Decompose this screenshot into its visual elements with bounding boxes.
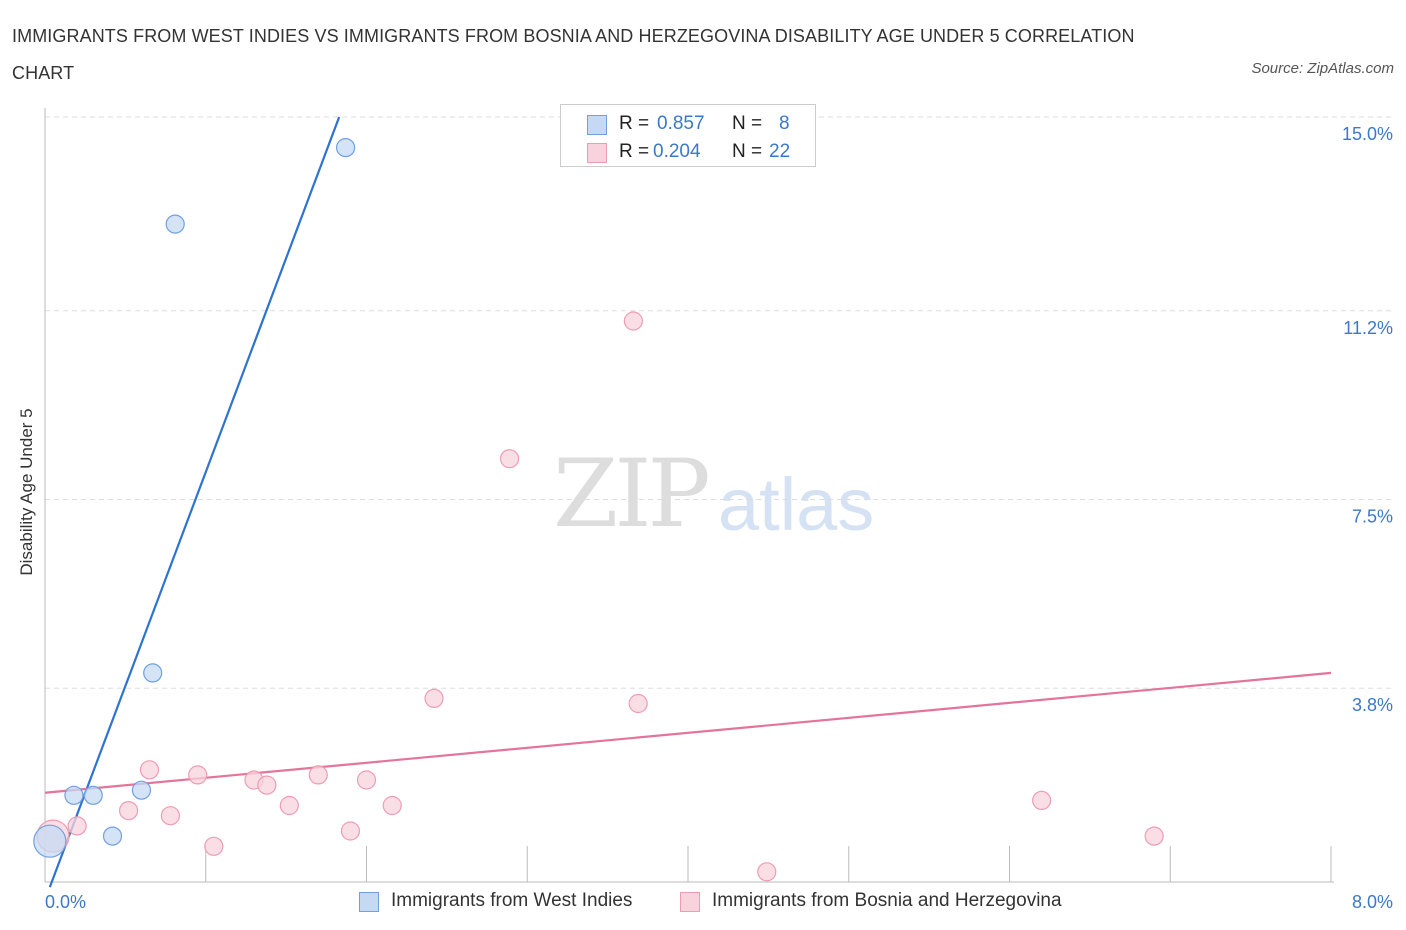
y-tick-label: 11.2% [1343, 318, 1393, 338]
point-bosnia [67, 816, 87, 836]
y-tick-label: 15.0% [1342, 124, 1393, 144]
source-label: Source: ZipAtlas.com [1251, 60, 1394, 77]
point-west-indies [336, 138, 356, 158]
chart-title: IMMIGRANTS FROM WEST INDIES VS IMMIGRANT… [12, 26, 1135, 83]
x-tick-label-min: 0.0% [45, 892, 86, 912]
data-points [33, 138, 1164, 882]
point-bosnia [308, 765, 328, 785]
point-bosnia [1032, 790, 1052, 811]
point-west-indies [83, 785, 103, 805]
point-bosnia [382, 795, 402, 816]
point-bosnia [1144, 826, 1164, 846]
point-bosnia [424, 688, 444, 709]
legend-n-value: 8 [779, 113, 790, 134]
point-bosnia [279, 795, 299, 816]
axes [44, 108, 1334, 883]
legend-n-label: N = [732, 113, 763, 134]
trend-lines [44, 116, 1332, 888]
point-west-indies [165, 214, 185, 234]
correlation-legend: R = 0.857 N = 8 R = 0.204 N = 22 [560, 104, 816, 167]
point-bosnia [499, 449, 520, 469]
point-west-indies [131, 780, 152, 800]
point-bosnia [340, 821, 361, 841]
point-bosnia [623, 311, 643, 331]
point-bosnia [160, 806, 180, 826]
legend-r-value: 0.857 [657, 113, 705, 134]
point-west-indies [33, 824, 67, 858]
legend-swatch-bosnia [587, 143, 607, 163]
legend-r-value: 0.204 [653, 141, 701, 162]
legend-r-label: R = [619, 113, 650, 134]
point-bosnia [204, 836, 224, 856]
y-tick-label: 3.8% [1352, 695, 1393, 715]
legend-n-label: N = [732, 141, 763, 162]
trend-line-west-indies [48, 116, 341, 888]
grid-lines [45, 116, 1392, 689]
point-bosnia [118, 800, 139, 821]
y-tick-label: 7.5% [1352, 507, 1393, 527]
y-axis-title: Disability Age Under 5 [17, 408, 36, 576]
point-west-indies [64, 785, 84, 805]
point-bosnia [188, 765, 208, 785]
point-bosnia [628, 693, 648, 714]
watermark-zip: ZIP [553, 440, 711, 549]
point-bosnia [257, 775, 277, 795]
bottom-legend-swatch-bosnia [680, 892, 700, 912]
point-bosnia [139, 760, 160, 780]
bottom-legend-swatch-west-indies [359, 892, 379, 912]
legend-n-value: 22 [769, 141, 791, 162]
bottom-legend-label-bosnia: Immigrants from Bosnia and Herzegovina [712, 890, 1062, 911]
x-ticks [205, 846, 1332, 882]
point-bosnia [757, 862, 777, 882]
legend-r-label: R = [619, 141, 650, 162]
y-tick-labels: 3.8% 7.5% 11.2% 15.0% [1342, 124, 1393, 715]
legend-swatch-west-indies [587, 115, 607, 135]
trend-line-bosnia [44, 671, 1332, 794]
x-tick-label-max: 8.0% [1352, 892, 1393, 912]
bottom-legend-label-west-indies: Immigrants from West Indies [391, 890, 633, 911]
watermark-atlas: atlas [718, 463, 875, 546]
point-west-indies [143, 663, 163, 683]
x-tick-labels: 0.0% 8.0% [45, 892, 1393, 912]
point-bosnia [356, 770, 377, 790]
point-west-indies [102, 826, 123, 846]
